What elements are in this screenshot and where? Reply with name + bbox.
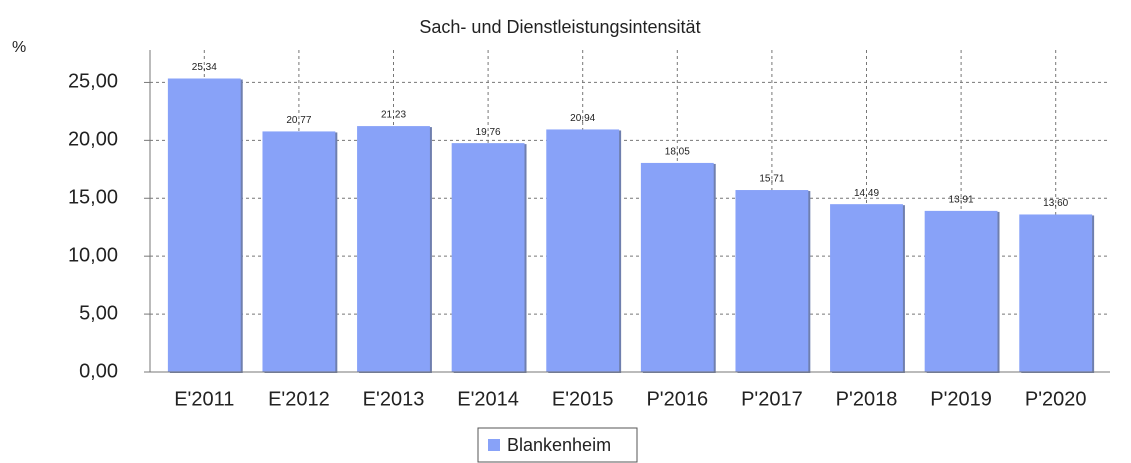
x-tick-label: P'2018 bbox=[836, 388, 898, 410]
chart-title: Sach- und Dienstleistungsintensität bbox=[419, 17, 700, 37]
y-tick-label: 5,00 bbox=[79, 302, 118, 324]
legend-label: Blankenheim bbox=[507, 435, 611, 455]
bar bbox=[1019, 214, 1093, 372]
value-label: 18,05 bbox=[665, 147, 690, 158]
value-label: 19,76 bbox=[476, 127, 501, 138]
value-label: 20,94 bbox=[570, 113, 595, 124]
bar bbox=[640, 162, 714, 372]
value-label: 14,49 bbox=[854, 188, 879, 199]
value-label: 20,77 bbox=[286, 115, 311, 126]
y-tick-label: 20,00 bbox=[68, 129, 118, 151]
value-label: 13,60 bbox=[1043, 198, 1068, 209]
legend-box bbox=[477, 427, 638, 463]
bar bbox=[167, 78, 241, 372]
y-tick-label: 25,00 bbox=[68, 71, 118, 93]
legend: Blankenheim bbox=[477, 427, 638, 463]
y-tick-label: 15,00 bbox=[68, 187, 118, 209]
x-tick-label: E'2012 bbox=[268, 388, 330, 410]
x-tick-label: P'2016 bbox=[646, 388, 708, 410]
value-label: 13,91 bbox=[949, 195, 974, 206]
bar bbox=[924, 210, 998, 372]
bar bbox=[262, 131, 336, 372]
bar bbox=[830, 204, 903, 372]
bar bbox=[735, 190, 809, 372]
bar bbox=[451, 143, 525, 372]
value-label: 21,23 bbox=[381, 110, 406, 121]
legend-swatch bbox=[488, 439, 500, 451]
value-label: 25,34 bbox=[192, 62, 217, 73]
x-tick-label: E'2015 bbox=[552, 388, 614, 410]
bar bbox=[546, 129, 620, 372]
y-tick-label: 10,00 bbox=[68, 244, 118, 266]
x-tick-label: E'2011 bbox=[174, 388, 234, 410]
bar bbox=[357, 126, 430, 372]
value-label: 15,71 bbox=[759, 174, 784, 185]
y-tick-label: 0,00 bbox=[79, 360, 118, 382]
x-tick-label: P'2019 bbox=[930, 388, 992, 410]
x-tick-label: P'2017 bbox=[741, 388, 803, 410]
x-tick-label: E'2014 bbox=[457, 388, 519, 410]
x-tick-label: P'2020 bbox=[1025, 388, 1087, 410]
x-tick-label: E'2013 bbox=[363, 388, 425, 410]
y-axis-label: % bbox=[12, 39, 26, 56]
